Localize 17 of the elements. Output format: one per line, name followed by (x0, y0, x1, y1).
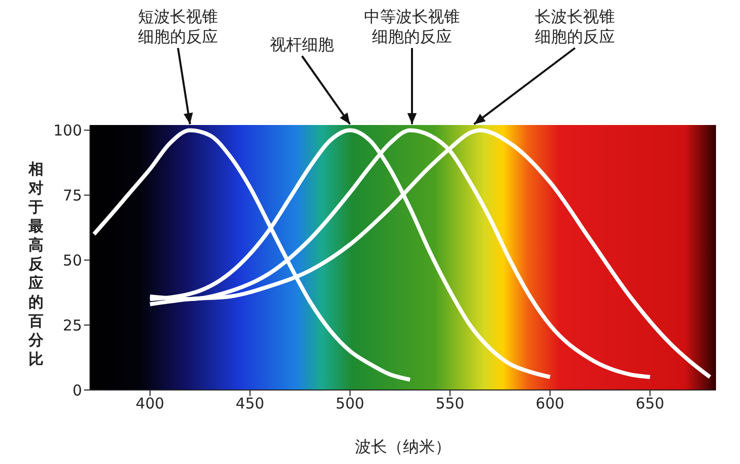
x-tick-label: 600 (536, 394, 564, 413)
y-tick-label: 0 (72, 381, 82, 400)
x-tick-label: 550 (436, 394, 464, 413)
y-tick-label: 50 (62, 251, 82, 270)
x-tick-label: 450 (236, 394, 264, 413)
x-tick-label: 400 (136, 394, 164, 413)
x-axis-title: 波长（纳米） (355, 437, 451, 456)
x-tick-label: 650 (636, 394, 664, 413)
annotation: 长波长视锥细胞的反应 (535, 7, 615, 46)
y-tick-label: 100 (53, 122, 82, 140)
y-tick-label: 25 (62, 316, 82, 334)
text: 相对于最高反应的百分比 (28, 160, 44, 368)
y-tick-label: 75 (62, 186, 82, 204)
x-tick-label: 500 (336, 394, 364, 413)
annotation: 视杆细胞 (270, 35, 334, 54)
annotation: 短波长视锥细胞的反应 (138, 7, 218, 46)
annotation: 中等波长视锥细胞的反应 (364, 7, 460, 46)
